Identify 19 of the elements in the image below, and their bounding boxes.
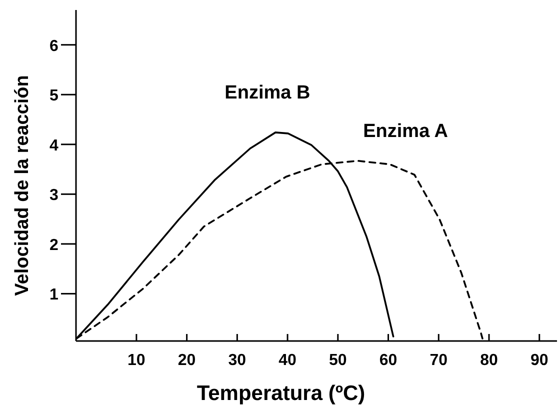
x-tick-label: 90	[530, 352, 548, 369]
x-tick-label: 80	[480, 352, 498, 369]
x-tick-label: 50	[329, 352, 347, 369]
x-axis-title: Temperatura (ºC)	[196, 382, 366, 405]
y-axis-title: Velocidad de la reacción	[12, 75, 33, 296]
x-tick-label: 10	[128, 352, 146, 369]
y-tick-label: 2	[50, 236, 59, 254]
x-tick-label: 60	[379, 352, 398, 369]
x-tick-label: 40	[278, 352, 297, 369]
x-tick-label: 20	[178, 352, 196, 369]
series-label: Enzima A	[363, 120, 448, 142]
y-tick-label: 4	[50, 137, 59, 154]
y-tick-label: 5	[50, 88, 59, 105]
y-tick-label: 1	[50, 286, 59, 304]
y-tick-label: 3	[50, 187, 59, 204]
x-tick-label: 30	[228, 352, 246, 369]
y-tick-label: 6	[50, 38, 59, 55]
x-tick-label: 70	[430, 352, 448, 369]
series-label: Enzima B	[224, 82, 310, 104]
